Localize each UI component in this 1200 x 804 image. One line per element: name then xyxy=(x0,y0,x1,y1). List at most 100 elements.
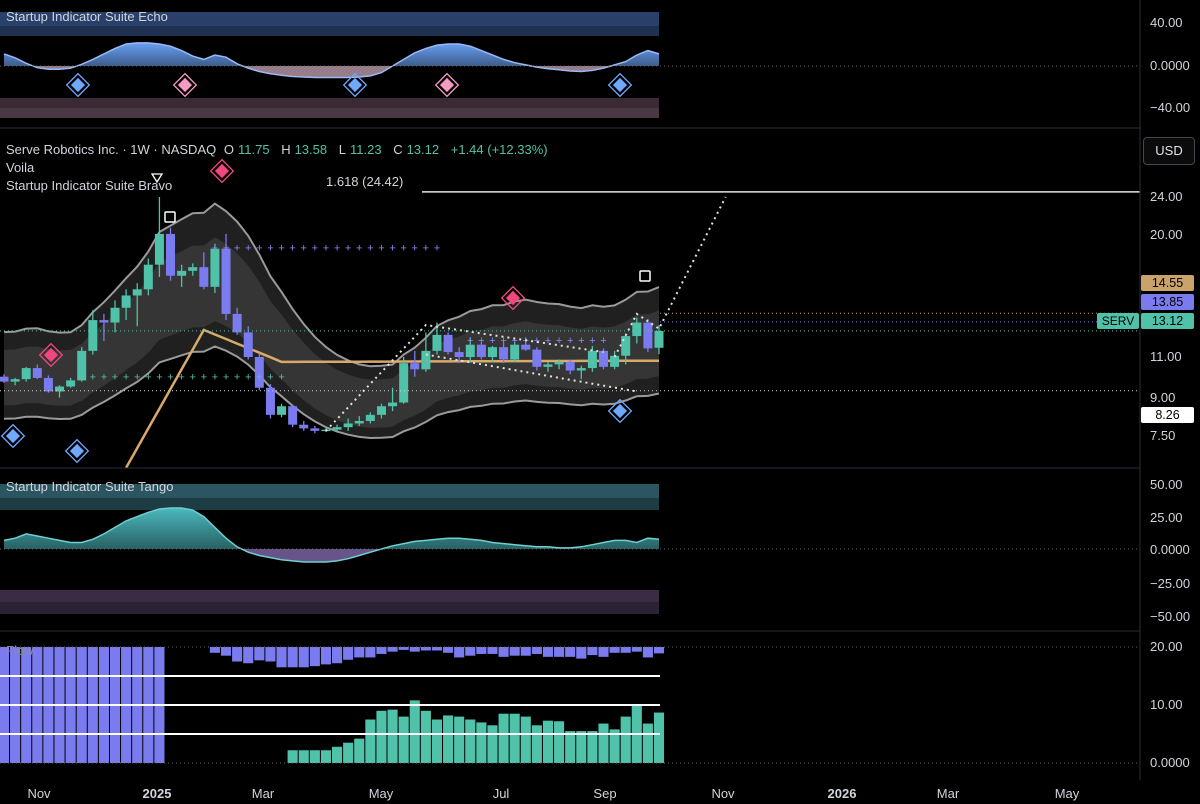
flow-purple-bar xyxy=(287,647,298,668)
buy-signal-diamond xyxy=(607,398,633,424)
level-marker: + xyxy=(312,242,318,254)
overlay-voila[interactable]: Voila xyxy=(6,160,35,175)
time-tick: Nov xyxy=(711,786,735,801)
flow-teal-bar xyxy=(609,729,620,763)
candle-body xyxy=(565,361,575,371)
zone-band xyxy=(0,484,659,498)
level-marker: + xyxy=(578,335,584,347)
candle-body xyxy=(221,248,231,314)
level-marker: + xyxy=(434,242,440,254)
oscillator-line xyxy=(3,42,660,79)
candle-body xyxy=(587,350,597,369)
overlay-bravo[interactable]: Startup Indicator Suite Bravo xyxy=(6,178,173,193)
candle-body xyxy=(621,336,631,356)
pattern-line-upper xyxy=(325,323,604,432)
candle-body xyxy=(343,423,353,428)
flow-teal-bar xyxy=(354,738,365,763)
flow-teal-bar xyxy=(476,722,487,763)
oscillator-negative-area xyxy=(4,549,659,562)
candle-body xyxy=(143,264,153,290)
level-marker: + xyxy=(378,242,384,254)
square-marker xyxy=(639,270,651,282)
flow-panel xyxy=(0,646,1140,764)
flow-purple-bar xyxy=(620,647,631,653)
level-marker: + xyxy=(212,372,218,384)
candle-body xyxy=(654,330,664,348)
candle-body xyxy=(310,428,320,431)
candle-body xyxy=(399,363,409,403)
level-marker: + xyxy=(267,372,273,384)
echo-tick: −40.00 xyxy=(1150,100,1191,115)
candle-body xyxy=(554,361,564,365)
flow-purple-bar xyxy=(454,647,465,658)
zone-band xyxy=(0,590,659,602)
time-tick: Mar xyxy=(251,786,275,801)
flow-teal-bar xyxy=(431,719,443,763)
flow-teal-bar xyxy=(376,710,387,763)
level-marker: + xyxy=(245,372,251,384)
zone-band xyxy=(0,108,659,118)
fib-label: 1.618 (24.42) xyxy=(326,174,404,189)
candle-body xyxy=(21,368,31,380)
candle-body xyxy=(88,320,98,351)
flow-purple-bar xyxy=(409,647,420,652)
candle-body xyxy=(521,344,531,350)
level-marker: + xyxy=(245,242,251,254)
candle-body xyxy=(388,402,398,407)
level-marker: + xyxy=(278,242,284,254)
candle-body xyxy=(543,364,553,367)
candle-body xyxy=(332,427,342,430)
echo-sell-diamond xyxy=(434,72,460,98)
price-tick: 20.00 xyxy=(1150,227,1183,242)
flow-purple-bar xyxy=(354,647,365,658)
flow-purple-bar xyxy=(265,647,276,662)
flow-purple-bar xyxy=(365,647,376,658)
candle-body xyxy=(0,376,9,382)
time-tick: 2025 xyxy=(142,786,172,801)
flow-purple-bar xyxy=(320,647,331,665)
candle-body xyxy=(110,307,120,323)
low-label: L xyxy=(338,142,346,157)
candle-body xyxy=(610,355,620,367)
flow-purple-bar xyxy=(298,647,309,668)
flow-purple-bar xyxy=(476,647,487,654)
flow-teal-bar xyxy=(343,742,354,763)
flow-purple-bar xyxy=(509,647,520,656)
buy-signal-diamond xyxy=(64,438,90,464)
time-tick: Nov xyxy=(27,786,51,801)
level-marker: + xyxy=(112,372,118,384)
flow-purple-bar xyxy=(653,647,665,654)
flow-purple-bar xyxy=(232,647,243,662)
flow-purple-bar xyxy=(565,647,576,657)
echo-sell-diamond xyxy=(172,72,198,98)
level-marker: + xyxy=(323,242,329,254)
flow-purple-bar xyxy=(220,647,232,656)
candle-body xyxy=(10,379,20,382)
candle-body xyxy=(177,270,187,276)
level-marker: + xyxy=(190,372,196,384)
price-tick: 24.00 xyxy=(1150,189,1183,204)
flow-purple-bar xyxy=(276,647,287,668)
tango-tick: 50.00 xyxy=(1150,477,1183,492)
candle-body xyxy=(277,406,287,415)
flow-teal-bar xyxy=(587,731,598,763)
flow-teal-bar xyxy=(465,719,476,763)
level-marker: + xyxy=(101,372,107,384)
tango-tick: 25.00 xyxy=(1150,510,1183,525)
candle-body xyxy=(465,344,475,357)
time-tick: Mar xyxy=(936,786,960,801)
level-marker: + xyxy=(534,335,540,347)
candle-body xyxy=(243,332,253,357)
symbol-legend: Serve Robotics Inc. · 1W · NASDAQ O 11.75… xyxy=(6,141,552,195)
candle-body xyxy=(188,267,198,271)
symbol-row[interactable]: Serve Robotics Inc. · 1W · NASDAQ O 11.75… xyxy=(6,141,552,159)
level-marker: + xyxy=(223,242,229,254)
level-marker: + xyxy=(511,335,517,347)
level-marker: + xyxy=(345,242,351,254)
currency-button[interactable]: USD xyxy=(1143,137,1195,165)
level-marker: + xyxy=(567,335,573,347)
flow-teal-bar xyxy=(520,716,531,763)
candle-body xyxy=(454,352,464,357)
flow-purple-bar xyxy=(642,647,653,658)
